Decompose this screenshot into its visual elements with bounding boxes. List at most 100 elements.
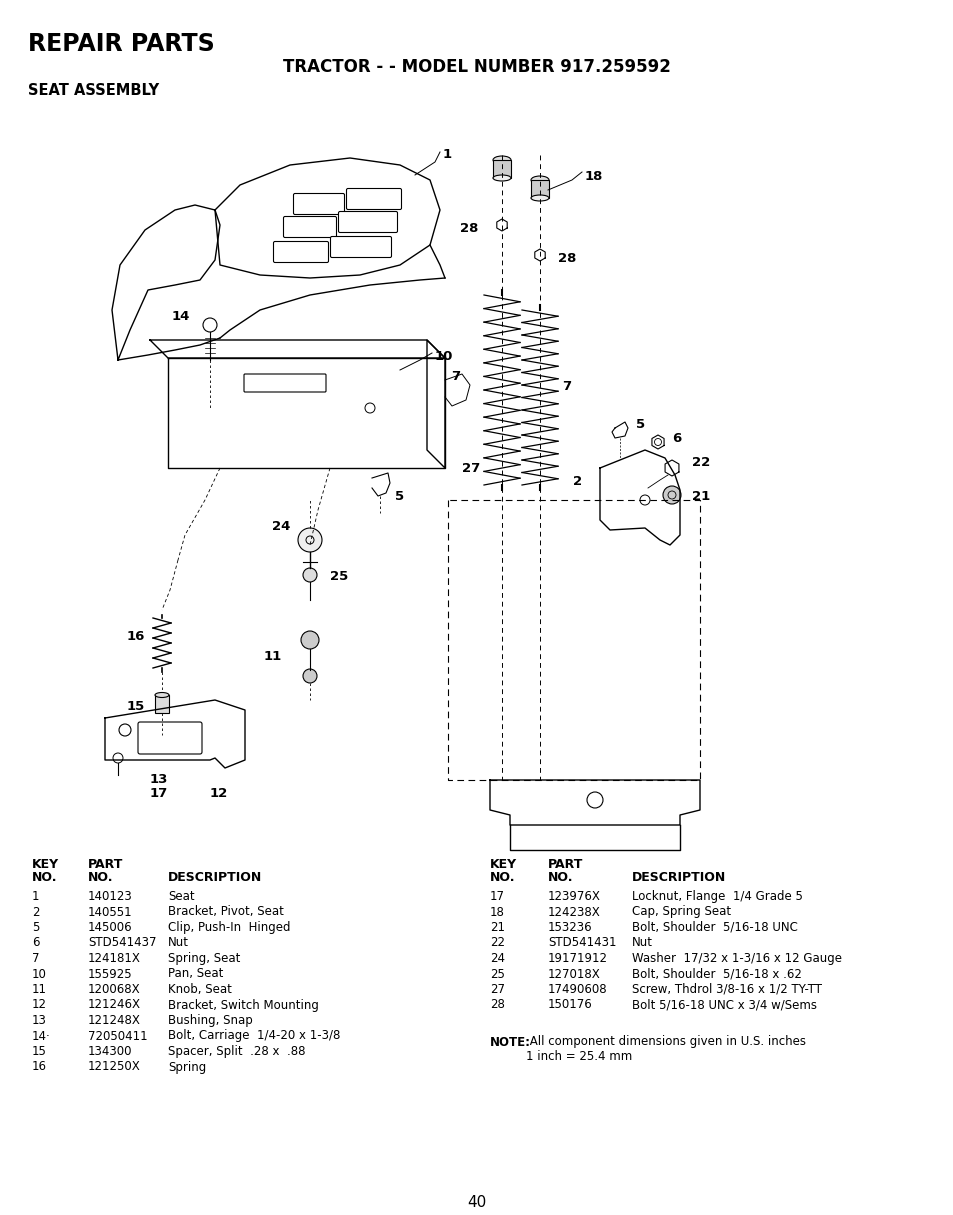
Text: 25: 25 <box>330 570 348 583</box>
Text: 21: 21 <box>490 921 504 934</box>
Text: Clip, Push-In  Hinged: Clip, Push-In Hinged <box>168 921 291 934</box>
Text: Nut: Nut <box>631 937 652 949</box>
Text: DESCRIPTION: DESCRIPTION <box>168 871 262 885</box>
Text: PART: PART <box>88 858 123 871</box>
Text: 124238X: 124238X <box>547 905 600 919</box>
Circle shape <box>303 669 316 683</box>
Text: 12: 12 <box>32 999 47 1012</box>
Text: 121246X: 121246X <box>88 999 141 1012</box>
Text: 21: 21 <box>691 490 709 503</box>
Text: 7: 7 <box>451 371 459 383</box>
Text: Washer  17/32 x 1-3/16 x 12 Gauge: Washer 17/32 x 1-3/16 x 12 Gauge <box>631 953 841 965</box>
Text: Knob, Seat: Knob, Seat <box>168 983 232 996</box>
Ellipse shape <box>531 176 548 183</box>
Text: 14: 14 <box>172 310 190 323</box>
Text: 153236: 153236 <box>547 921 592 934</box>
Text: 13: 13 <box>32 1015 47 1027</box>
Text: 25: 25 <box>490 967 504 981</box>
Text: 28: 28 <box>490 999 504 1012</box>
Bar <box>154 695 169 713</box>
Text: 14·: 14· <box>32 1029 51 1042</box>
Text: SEAT ASSEMBLY: SEAT ASSEMBLY <box>28 83 159 98</box>
Circle shape <box>303 567 316 582</box>
Text: 27: 27 <box>490 983 504 996</box>
Text: 5: 5 <box>636 418 644 431</box>
Text: 11: 11 <box>32 983 47 996</box>
Text: 140551: 140551 <box>88 905 132 919</box>
FancyBboxPatch shape <box>338 211 397 232</box>
Circle shape <box>662 486 680 504</box>
Text: 28: 28 <box>459 222 477 234</box>
FancyBboxPatch shape <box>330 237 391 258</box>
Bar <box>531 180 548 198</box>
Text: TRACTOR - - MODEL NUMBER 917.259592: TRACTOR - - MODEL NUMBER 917.259592 <box>283 58 670 77</box>
Text: 123976X: 123976X <box>547 891 600 903</box>
Text: Locknut, Flange  1/4 Grade 5: Locknut, Flange 1/4 Grade 5 <box>631 891 802 903</box>
Text: 120068X: 120068X <box>88 983 140 996</box>
Text: 13: 13 <box>150 773 168 786</box>
Text: Bracket, Pivot, Seat: Bracket, Pivot, Seat <box>168 905 284 919</box>
Text: 150176: 150176 <box>547 999 592 1012</box>
FancyBboxPatch shape <box>274 242 328 262</box>
Text: Bolt, Shoulder  5/16-18 x .62: Bolt, Shoulder 5/16-18 x .62 <box>631 967 801 981</box>
Text: 40: 40 <box>467 1196 486 1210</box>
Text: NO.: NO. <box>88 871 113 885</box>
Text: NOTE:: NOTE: <box>490 1035 531 1049</box>
Text: KEY: KEY <box>32 858 59 871</box>
Circle shape <box>301 631 318 649</box>
Text: 10: 10 <box>435 350 453 363</box>
Text: Spring, Seat: Spring, Seat <box>168 953 240 965</box>
Text: 7: 7 <box>32 953 39 965</box>
Text: STD541431: STD541431 <box>547 937 616 949</box>
Text: 28: 28 <box>558 252 576 265</box>
Text: NO.: NO. <box>547 871 573 885</box>
FancyBboxPatch shape <box>138 722 202 755</box>
Text: 16: 16 <box>127 631 145 643</box>
Text: NO.: NO. <box>32 871 57 885</box>
Text: 6: 6 <box>32 937 39 949</box>
Text: 72050411: 72050411 <box>88 1029 148 1042</box>
Text: 5: 5 <box>395 490 404 503</box>
Text: 27: 27 <box>461 462 479 475</box>
Ellipse shape <box>493 156 511 164</box>
Text: 2: 2 <box>572 475 581 488</box>
Text: REPAIR PARTS: REPAIR PARTS <box>28 32 214 56</box>
Text: 10: 10 <box>32 967 47 981</box>
FancyBboxPatch shape <box>244 374 326 392</box>
Text: 127018X: 127018X <box>547 967 600 981</box>
Text: 22: 22 <box>691 456 709 469</box>
Text: Seat: Seat <box>168 891 194 903</box>
Text: 1 inch = 25.4 mm: 1 inch = 25.4 mm <box>525 1051 632 1063</box>
Text: 2: 2 <box>32 905 39 919</box>
Text: 18: 18 <box>490 905 504 919</box>
Text: Bolt, Shoulder  5/16-18 UNC: Bolt, Shoulder 5/16-18 UNC <box>631 921 797 934</box>
Ellipse shape <box>531 194 548 200</box>
Text: DESCRIPTION: DESCRIPTION <box>631 871 725 885</box>
Text: 22: 22 <box>490 937 504 949</box>
Text: PART: PART <box>547 858 583 871</box>
Ellipse shape <box>493 175 511 181</box>
Text: 5: 5 <box>32 921 39 934</box>
Circle shape <box>297 529 322 552</box>
Text: Nut: Nut <box>168 937 189 949</box>
Text: 145006: 145006 <box>88 921 132 934</box>
Text: 7: 7 <box>561 380 571 392</box>
Text: 24: 24 <box>272 520 290 533</box>
FancyBboxPatch shape <box>294 193 344 215</box>
Text: 134300: 134300 <box>88 1045 132 1058</box>
Text: Bushing, Snap: Bushing, Snap <box>168 1015 253 1027</box>
Text: 121250X: 121250X <box>88 1061 141 1074</box>
Text: Bolt, Carriage  1/4-20 x 1-3/8: Bolt, Carriage 1/4-20 x 1-3/8 <box>168 1029 340 1042</box>
Text: 1: 1 <box>32 891 39 903</box>
Text: Bolt 5/16-18 UNC x 3/4 w/Sems: Bolt 5/16-18 UNC x 3/4 w/Sems <box>631 999 816 1012</box>
Text: 16: 16 <box>32 1061 47 1074</box>
Ellipse shape <box>154 693 169 697</box>
Text: Bracket, Switch Mounting: Bracket, Switch Mounting <box>168 999 318 1012</box>
Text: 24: 24 <box>490 953 504 965</box>
Text: NO.: NO. <box>490 871 515 885</box>
Text: 121248X: 121248X <box>88 1015 141 1027</box>
Text: Pan, Seat: Pan, Seat <box>168 967 223 981</box>
Text: 15: 15 <box>127 700 145 713</box>
Text: 11: 11 <box>263 650 282 663</box>
Text: Screw, Thdrol 3/8-16 x 1/2 TY-TT: Screw, Thdrol 3/8-16 x 1/2 TY-TT <box>631 983 821 996</box>
